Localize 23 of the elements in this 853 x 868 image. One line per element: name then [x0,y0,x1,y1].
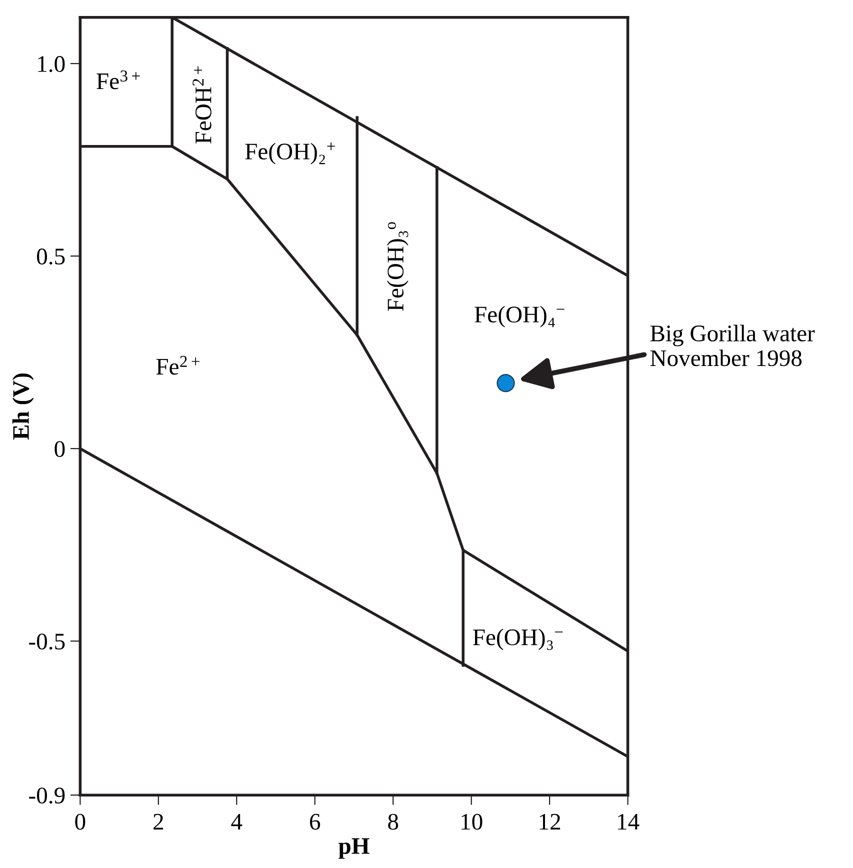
annotation: Fe$^{3+}$ [96,70,140,90]
annotation: Fe(OH)₄$^{−}$ [474,306,564,328]
y-tick-label: 1.0 [38,56,65,72]
x-tick-label: 14 [618,814,640,830]
x-tick-label: 2 [154,814,164,830]
x-tick-label: 6 [310,814,320,830]
y-tick-label: 0 [54,441,65,457]
annotation: Fe(OH)₂$^{+}$ [245,142,335,164]
x-tick-label: 10 [462,814,482,830]
annotation: Fe$^{2+}$ [156,356,200,375]
annotation: Fe(OH)₃$^{o}$ [386,222,408,311]
annotation: Fe(OH)₃$^{−}$ [473,628,563,650]
x-axis-title: pH [338,838,370,859]
y-tick-label: 0.5 [36,248,65,265]
text: Big Gorilla water November 1998 [650,324,815,366]
y-axis-title: Eh (V) [12,373,34,440]
y-tick-label: -0.9 [29,788,65,804]
annotation: FeOH$^{2+}$ [192,66,212,144]
y-tick-label: -0.5 [29,634,65,650]
x-tick-label: 4 [231,814,242,830]
x-tick-label: 8 [388,814,398,830]
x-tick-label: 0 [75,814,86,830]
x-tick-label: 12 [540,814,560,830]
